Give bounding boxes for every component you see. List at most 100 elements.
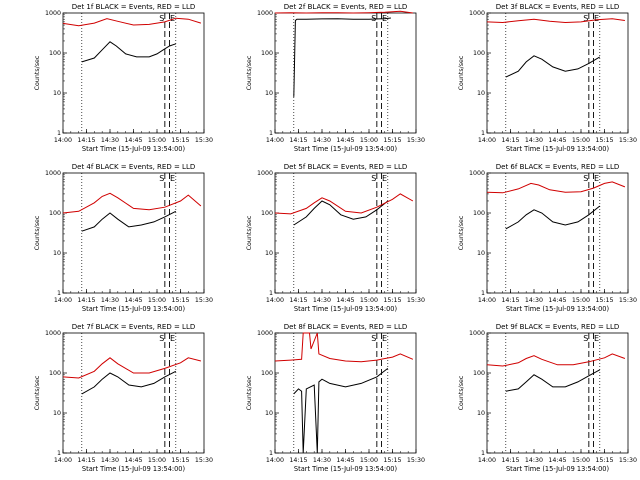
y-tick-label: 1 [481, 450, 485, 457]
event-marker-label: E [594, 14, 599, 23]
series-line-lld [486, 18, 625, 24]
x-axis-label: Start Time (15-Jul-09 13:54:00) [82, 465, 185, 473]
y-tick-label: 10 [265, 250, 273, 257]
y-tick-label: 10 [265, 90, 273, 97]
x-tick-label: 14:15 [77, 457, 95, 464]
chart-panel: Det 8f BLACK = Events, RED = LLD 1 10 100 10… [246, 323, 425, 473]
x-tick-label: 14:00 [478, 137, 496, 144]
x-tick-label: 14:15 [289, 137, 307, 144]
chart-panel: Det 1f BLACK = Events, RED = LLD 1 10 100 10… [34, 3, 213, 153]
event-marker-label: E [382, 174, 387, 183]
x-tick-label: 14:45 [548, 297, 566, 304]
series-line-lld [274, 332, 414, 363]
plot-frame [274, 332, 417, 454]
x-tick-label: 14:00 [54, 457, 72, 464]
series-line-lld [62, 17, 202, 27]
chart-title: Det 8f BLACK = Events, RED = LLD [284, 323, 407, 331]
series-line-lld [62, 192, 202, 214]
x-tick-label: 15:30 [619, 137, 637, 144]
series-line-events [293, 368, 389, 454]
event-marker-label: S [371, 14, 376, 23]
y-tick-label: 10 [477, 90, 485, 97]
x-tick-label: 15:15 [171, 137, 189, 144]
event-marker-label: E [594, 334, 599, 343]
series-line-events [505, 55, 601, 78]
x-axis-label: Start Time (15-Jul-09 13:54:00) [294, 305, 397, 313]
x-tick-label: 15:00 [572, 297, 590, 304]
y-tick-label: 1000 [257, 330, 273, 337]
x-tick-label: 14:15 [289, 457, 307, 464]
x-tick-label: 14:00 [54, 137, 72, 144]
y-tick-label: 100 [473, 50, 485, 57]
event-marker-label: E [170, 174, 175, 183]
y-tick-label: 1000 [45, 170, 61, 177]
x-tick-label: 15:30 [619, 457, 637, 464]
y-tick-label: 1 [481, 290, 485, 297]
x-tick-label: 14:30 [101, 297, 119, 304]
y-tick-label: 1 [269, 130, 273, 137]
x-tick-label: 14:00 [266, 457, 284, 464]
chart-panel: Det 9f BLACK = Events, RED = LLD 1 10 100 10… [458, 323, 637, 473]
y-tick-label: 1000 [257, 170, 273, 177]
y-tick-label: 1 [57, 450, 61, 457]
chart-title: Det 7f BLACK = Events, RED = LLD [72, 323, 195, 331]
y-tick-label: 10 [477, 410, 485, 417]
plot-frame [486, 332, 629, 454]
y-axis-label: Counts/sec [34, 55, 41, 90]
x-tick-label: 15:00 [360, 457, 378, 464]
x-tick-label: 14:30 [313, 457, 331, 464]
x-tick-label: 15:15 [383, 137, 401, 144]
y-tick-label: 1000 [257, 10, 273, 17]
y-tick-label: 100 [473, 370, 485, 377]
y-tick-label: 100 [49, 210, 61, 217]
series-line-events [81, 41, 176, 63]
y-tick-label: 1000 [469, 330, 485, 337]
x-tick-label: 14:15 [289, 297, 307, 304]
x-axis-label: Start Time (15-Jul-09 13:54:00) [506, 305, 609, 313]
event-marker-label: S [159, 334, 164, 343]
x-tick-label: 14:00 [266, 297, 284, 304]
y-tick-label: 10 [53, 250, 61, 257]
x-axis-label: Start Time (15-Jul-09 13:54:00) [82, 145, 185, 153]
x-tick-label: 14:15 [501, 457, 519, 464]
event-marker-label: E [594, 174, 599, 183]
x-tick-label: 15:15 [383, 457, 401, 464]
plot-frame [62, 172, 205, 294]
y-tick-label: 1000 [469, 170, 485, 177]
series-line-events [293, 200, 389, 226]
y-tick-label: 1 [269, 290, 273, 297]
y-tick-label: 100 [473, 210, 485, 217]
x-tick-label: 15:00 [572, 457, 590, 464]
x-axis-label: Start Time (15-Jul-09 13:54:00) [294, 465, 397, 473]
x-tick-label: 14:45 [548, 457, 566, 464]
event-marker-label: S [583, 174, 588, 183]
event-marker-label: E [382, 334, 387, 343]
event-marker-label: S [159, 174, 164, 183]
x-axis-label: Start Time (15-Jul-09 13:54:00) [294, 145, 397, 153]
x-axis-label: Start Time (15-Jul-09 13:54:00) [82, 305, 185, 313]
x-tick-label: 14:30 [525, 457, 543, 464]
y-tick-label: 1 [481, 130, 485, 137]
chart-title: Det 1f BLACK = Events, RED = LLD [72, 3, 195, 11]
y-tick-label: 100 [261, 210, 273, 217]
series-line-lld [62, 357, 202, 379]
x-tick-label: 14:45 [124, 457, 142, 464]
chart-panel: Det 4f BLACK = Events, RED = LLD 1 10 100 10… [34, 163, 213, 313]
chart-panel: Det 2f BLACK = Events, RED = LLD 1 10 100 10… [246, 3, 425, 153]
x-tick-label: 14:00 [54, 297, 72, 304]
x-axis-label: Start Time (15-Jul-09 13:54:00) [506, 145, 609, 153]
y-axis-label: Counts/sec [458, 215, 465, 250]
chart-title: Det 4f BLACK = Events, RED = LLD [72, 163, 195, 171]
x-tick-label: 14:15 [501, 297, 519, 304]
series-line-lld [274, 193, 414, 215]
y-axis-label: Counts/sec [458, 55, 465, 90]
plot-frame [486, 12, 629, 134]
event-marker-label: S [159, 14, 164, 23]
event-marker-label: E [170, 334, 175, 343]
x-tick-label: 14:45 [336, 137, 354, 144]
x-axis-label: Start Time (15-Jul-09 13:54:00) [506, 465, 609, 473]
x-tick-label: 15:30 [407, 137, 425, 144]
y-tick-label: 100 [261, 370, 273, 377]
y-tick-label: 10 [265, 410, 273, 417]
